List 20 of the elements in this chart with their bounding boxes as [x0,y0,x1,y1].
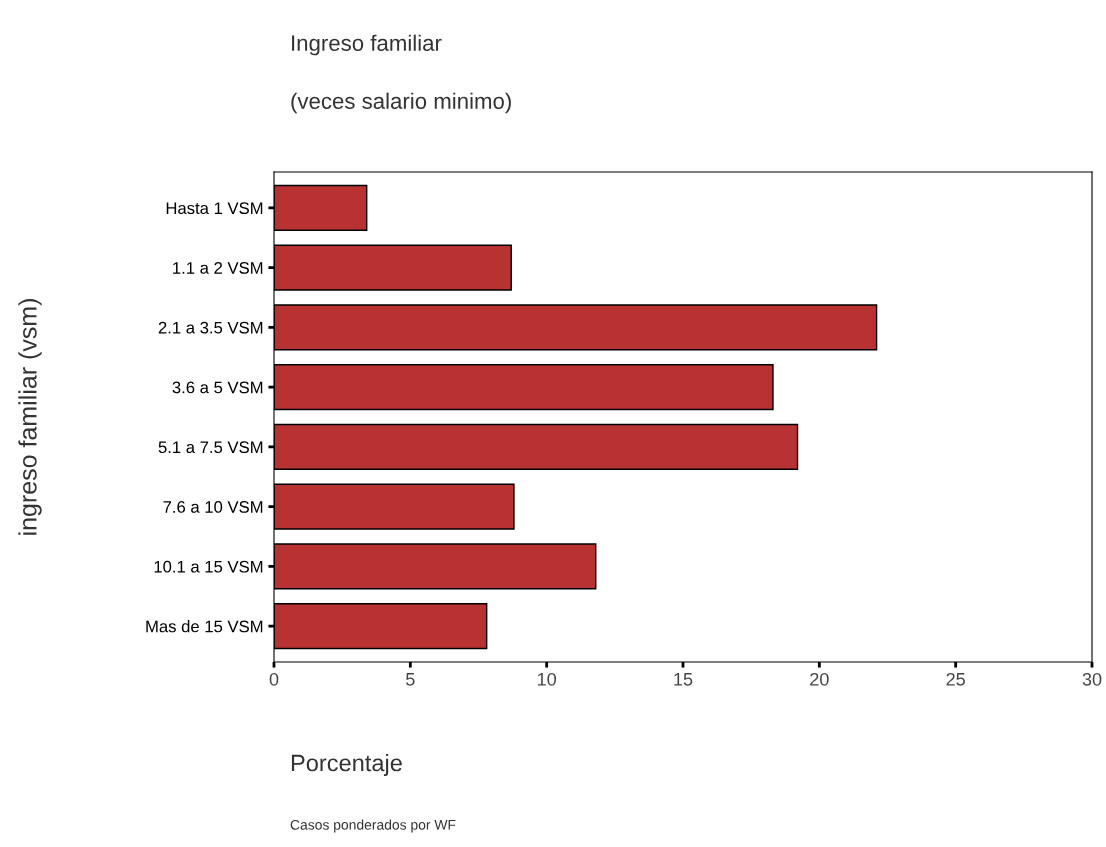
y-tick-label: Hasta 1 VSM [166,202,263,215]
y-tick-label: 7.6 a 10 VSM [163,501,263,513]
x-tick-label: 30 [1082,672,1102,686]
x-tick-label: 20 [810,672,829,686]
y-tick-label: 1.1 a 2 VSM [173,262,263,274]
y-tick-label: 5.1 a 7.5 VSM [158,441,263,454]
x-tick-label: 5 [406,673,415,686]
y-tick-label: 2.1 a 3.5 VSM [158,321,263,334]
x-tick-label: 10 [538,672,556,686]
text: Casos ponderados por WF [290,819,456,833]
x-tick-label: 0 [269,672,279,686]
y-axis-title: ingreso familiar (vsm) [18,299,42,535]
y-tick-label: 10.1 a 15 VSM [154,560,263,573]
chart-title: Ingreso familiar [292,34,442,56]
y-tick-label: Mas de 15 VSM [146,620,263,633]
x-tick-label: 25 [946,672,965,686]
y-tick-label: 3.6 a 5 VSM [172,381,263,394]
x-axis-title: Porcentaje [291,753,402,777]
chart-subtitle: (veces salario minimo) [291,92,511,114]
x-tick-label: 15 [674,673,693,686]
